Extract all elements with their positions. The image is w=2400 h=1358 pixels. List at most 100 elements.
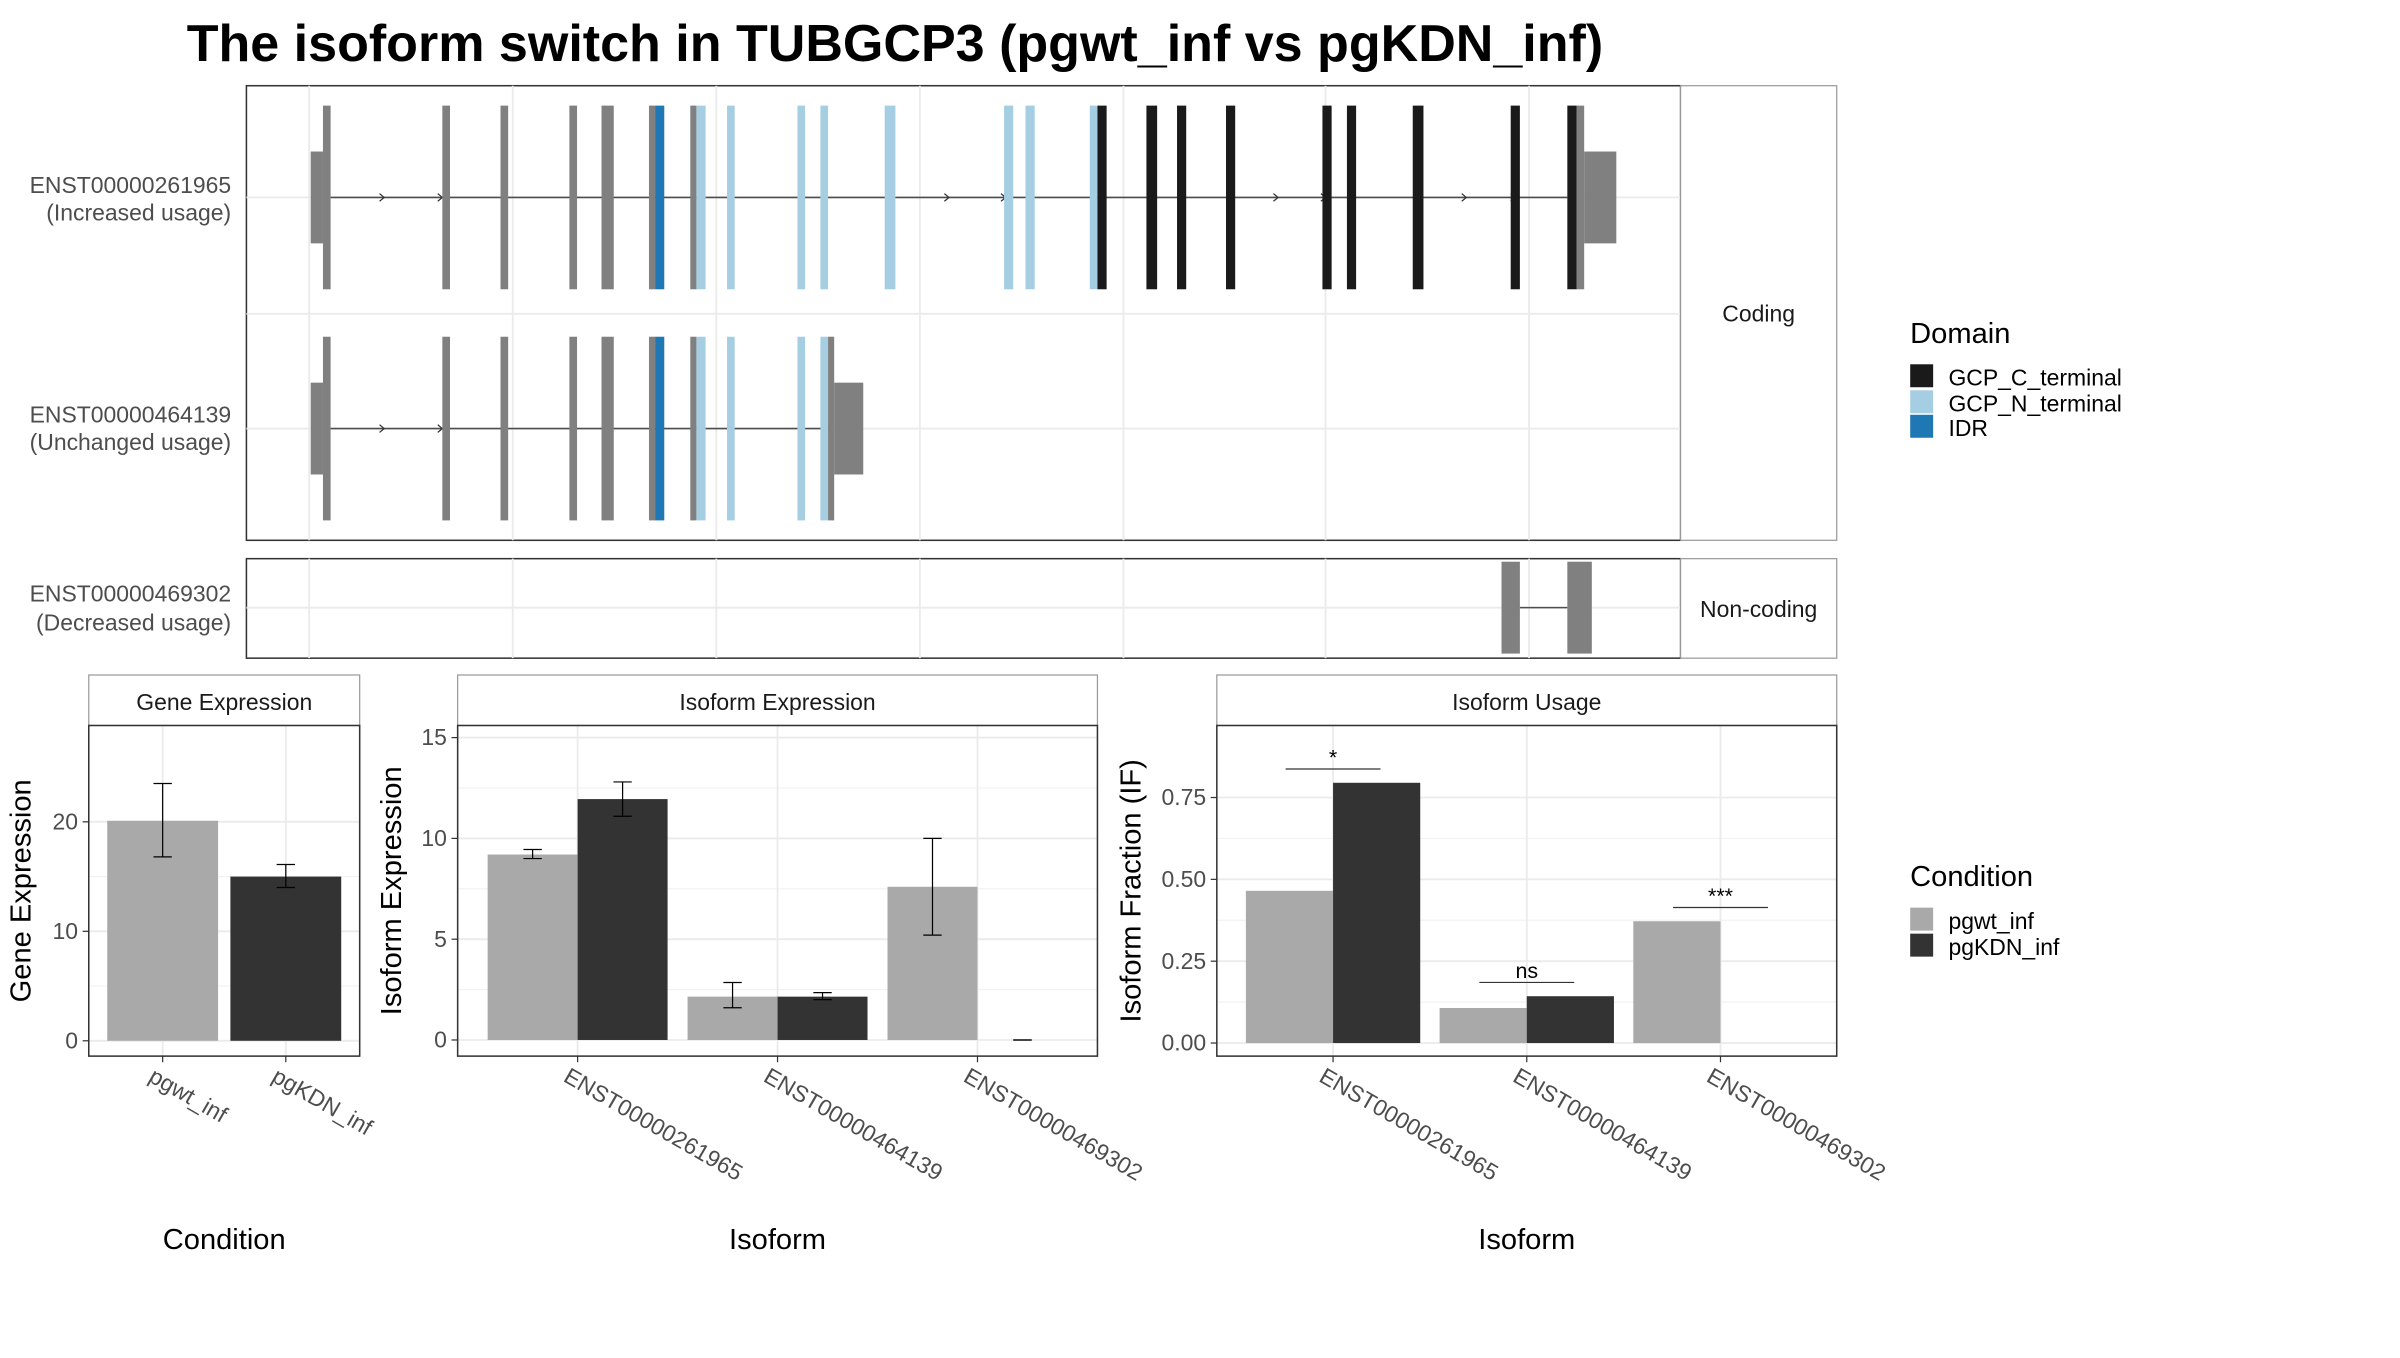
y-tick-label: 10 — [421, 825, 447, 851]
bar — [487, 854, 578, 1040]
noncoding-strip-label: Non-coding — [1700, 596, 1817, 622]
y-tick-label: 0.25 — [1161, 948, 1206, 974]
coding-strip — [1679, 85, 1838, 541]
coding-exon — [1089, 105, 1098, 290]
bar — [777, 996, 868, 1040]
strand-arrow — [1461, 193, 1468, 202]
bar — [577, 799, 668, 1040]
isoform-usage-strip — [1216, 674, 1838, 727]
isoform-expression-ylabel: Isoform Expression — [376, 766, 408, 1015]
coding-exon — [648, 105, 656, 290]
transcript-enst00000261965 — [310, 105, 1617, 290]
coding-exon — [601, 336, 614, 521]
coding-exon — [727, 336, 735, 521]
x-tick-label: ENST00000261965 — [560, 1062, 748, 1185]
y-tick-label: 0.50 — [1161, 866, 1206, 892]
bar — [230, 876, 342, 1041]
coding-exon — [727, 105, 735, 290]
transcript-enst00000464139 — [310, 336, 864, 521]
coding-exon — [1567, 105, 1577, 290]
coding-exon — [500, 105, 509, 290]
transcript-enst00000469302 — [1501, 561, 1592, 654]
coding-exon — [828, 336, 835, 521]
y-tick-label: 5 — [434, 926, 447, 952]
gene-expression-strip-title: Gene Expression — [136, 689, 312, 715]
y-tick-label: 0 — [65, 1027, 78, 1053]
isoform-label-1-usage: (Increased usage) — [46, 199, 231, 225]
coding-exon — [1322, 105, 1332, 290]
transcript-structure-plot: Coding Non-coding ENST00000261965 (Incre… — [30, 84, 1838, 659]
isoform-expression-xlabel: Isoform — [729, 1224, 826, 1256]
coding-exon — [1412, 105, 1424, 290]
y-tick-label: 10 — [53, 918, 79, 944]
figure-title: The isoform switch in TUBGCP3 (pgwt_inf … — [187, 15, 1603, 73]
coding-exon — [820, 105, 829, 290]
isoform-label-3-id: ENST00000469302 — [30, 581, 232, 607]
x-tick-label: ENST00000469302 — [1703, 1062, 1891, 1185]
utr-exon — [310, 382, 323, 475]
bar — [1245, 890, 1334, 1044]
x-tick-label: ENST00000464139 — [760, 1062, 948, 1185]
coding-exon — [797, 105, 806, 290]
utr-exon — [1584, 151, 1617, 244]
isoform-expression-panel: Isoform Expression Isoform Isoform Expre… — [376, 674, 1148, 1256]
coding-exon — [322, 105, 331, 290]
coding-exon — [569, 105, 578, 290]
isoform-label-2-usage: (Unchanged usage) — [30, 429, 231, 455]
isoform-label-3-usage: (Decreased usage) — [36, 610, 231, 636]
strand-arrow — [379, 193, 386, 202]
coding-exon — [797, 336, 806, 521]
domain-legend-title: Domain — [1910, 318, 2010, 350]
legend-label-pgkdn-inf: pgKDN_inf — [1948, 934, 2060, 960]
coding-exon — [648, 336, 656, 521]
isoform-usage-ylabel: Isoform Fraction (IF) — [1115, 759, 1147, 1022]
coding-exon — [442, 336, 450, 521]
noncoding-strip — [1679, 558, 1838, 659]
coding-exon — [1177, 105, 1187, 290]
coding-exon — [500, 336, 509, 521]
coding-exon — [1146, 105, 1158, 290]
y-tick-label: 15 — [421, 724, 447, 750]
coding-exon — [601, 105, 614, 290]
coding-strip-label: Coding — [1722, 300, 1795, 326]
y-tick-label: 0.00 — [1161, 1030, 1206, 1056]
condition-legend-title: Condition — [1910, 861, 2033, 893]
gene-expression-ylabel: Gene Expression — [6, 779, 38, 1002]
legend-key-gcp-c-terminal — [1910, 364, 1934, 388]
coding-exon — [1025, 105, 1035, 290]
coding-exon — [569, 336, 578, 521]
legend-label-gcp-n-terminal: GCP_N_terminal — [1948, 391, 2121, 417]
isoform-usage-panel: Isoform Usage Isoform Isoform Fraction (… — [1115, 674, 1891, 1256]
significance-label: * — [1329, 745, 1337, 769]
coding-exon — [322, 336, 331, 521]
coding-exon — [1576, 105, 1585, 290]
gene-expression-panel: Gene Expression Condition Gene Expressio… — [6, 674, 378, 1256]
coding-exon — [655, 336, 665, 521]
x-tick-label: ENST00000469302 — [960, 1062, 1148, 1185]
coding-exon — [690, 105, 697, 290]
utr-exon — [834, 382, 864, 475]
bar — [1439, 1007, 1527, 1044]
noncoding-exon — [1567, 561, 1592, 654]
gene-expression-strip — [88, 674, 361, 727]
legend-label-idr: IDR — [1948, 415, 1988, 441]
coding-exon — [690, 336, 697, 521]
bar — [1526, 996, 1614, 1044]
isoform-usage-xlabel: Isoform — [1478, 1224, 1575, 1256]
coding-exon — [1510, 105, 1520, 290]
bar — [1333, 782, 1421, 1044]
legend-label-pgwt-inf: pgwt_inf — [1948, 908, 2034, 934]
isoform-label-1-id: ENST00000261965 — [30, 172, 232, 198]
x-tick-label: ENST00000464139 — [1509, 1062, 1697, 1185]
coding-exon — [1226, 105, 1236, 290]
legend-key-idr — [1910, 414, 1934, 438]
significance-label: ns — [1515, 959, 1538, 983]
utr-exon — [310, 151, 323, 244]
coding-exon — [1346, 105, 1357, 290]
isoform-usage-strip-title: Isoform Usage — [1452, 689, 1601, 715]
panel-border — [88, 724, 361, 1057]
x-tick-label: pgKDN_inf — [268, 1062, 378, 1140]
coding-exon — [1097, 105, 1107, 290]
